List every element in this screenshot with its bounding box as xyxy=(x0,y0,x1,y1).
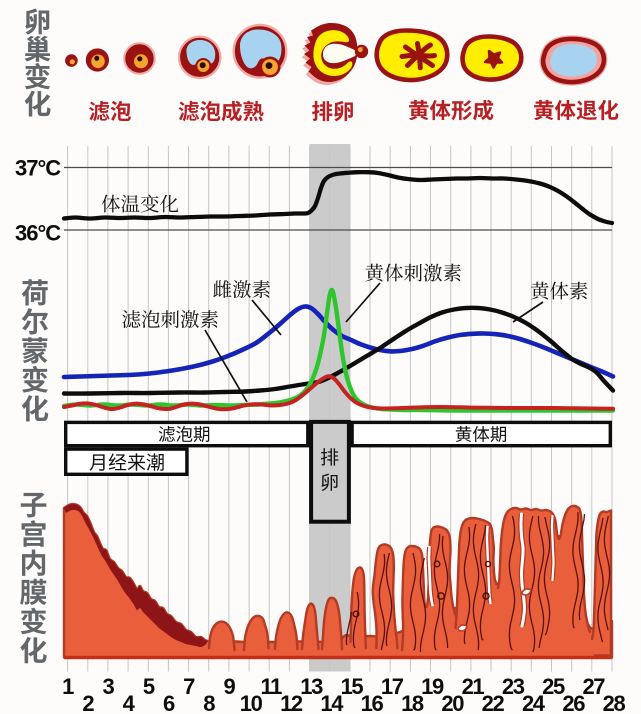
svg-text:5: 5 xyxy=(143,674,155,699)
svg-text:16: 16 xyxy=(361,691,384,714)
svg-text:19: 19 xyxy=(421,674,444,699)
svg-text:6: 6 xyxy=(163,691,175,714)
svg-text:7: 7 xyxy=(183,674,195,699)
svg-text:12: 12 xyxy=(280,691,303,714)
svg-text:21: 21 xyxy=(462,674,485,699)
svg-text:13: 13 xyxy=(300,674,323,699)
svg-text:23: 23 xyxy=(502,674,525,699)
svg-text:27: 27 xyxy=(582,674,605,699)
svg-text:17: 17 xyxy=(381,674,404,699)
svg-text:28: 28 xyxy=(603,691,626,714)
svg-text:26: 26 xyxy=(562,691,585,714)
svg-text:3: 3 xyxy=(102,674,114,699)
svg-text:18: 18 xyxy=(401,691,424,714)
svg-text:22: 22 xyxy=(482,691,505,714)
svg-text:25: 25 xyxy=(542,674,565,699)
svg-text:4: 4 xyxy=(123,691,136,714)
svg-text:24: 24 xyxy=(522,691,546,714)
svg-text:37°C: 37°C xyxy=(15,156,61,181)
svg-text:11: 11 xyxy=(260,674,282,699)
svg-text:14: 14 xyxy=(320,691,344,714)
svg-text:8: 8 xyxy=(203,691,215,714)
svg-text:10: 10 xyxy=(240,691,263,714)
svg-text:15: 15 xyxy=(341,674,364,699)
svg-text:2: 2 xyxy=(82,691,94,714)
svg-text:9: 9 xyxy=(223,674,235,699)
svg-text:20: 20 xyxy=(441,691,464,714)
svg-text:36°C: 36°C xyxy=(15,221,61,246)
svg-text:1: 1 xyxy=(62,674,74,699)
